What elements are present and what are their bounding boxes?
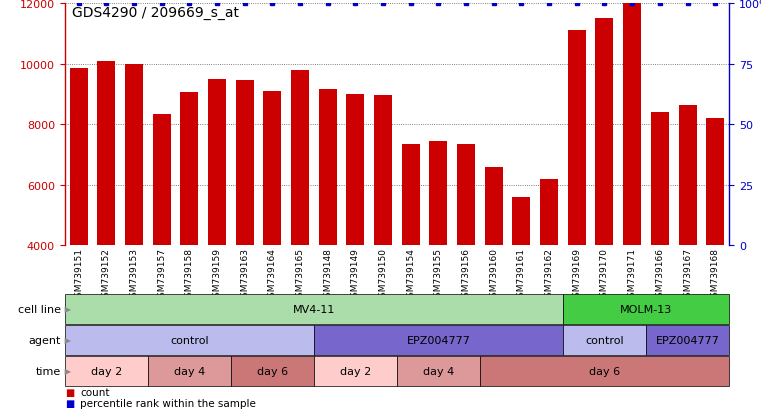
Text: time: time xyxy=(36,366,61,376)
Bar xyxy=(346,95,365,367)
Bar xyxy=(402,145,420,367)
Bar xyxy=(208,80,226,367)
Text: day 4: day 4 xyxy=(423,366,454,376)
Bar xyxy=(314,325,563,355)
Bar xyxy=(679,105,696,367)
Bar xyxy=(374,96,392,367)
Text: percentile rank within the sample: percentile rank within the sample xyxy=(80,398,256,408)
Bar xyxy=(65,294,563,324)
Text: EPZ004777: EPZ004777 xyxy=(406,335,470,345)
Bar xyxy=(568,31,586,367)
Bar xyxy=(595,19,613,367)
Bar xyxy=(263,92,282,367)
Bar xyxy=(429,142,447,367)
Bar xyxy=(563,294,729,324)
Bar xyxy=(485,167,503,367)
Bar xyxy=(236,81,253,367)
Bar xyxy=(706,119,724,367)
Text: day 6: day 6 xyxy=(589,366,620,376)
Text: MOLM-13: MOLM-13 xyxy=(620,304,672,314)
Text: ■: ■ xyxy=(65,387,74,397)
Bar xyxy=(651,113,669,367)
Bar xyxy=(180,93,199,367)
Text: ▶: ▶ xyxy=(62,305,71,313)
Bar xyxy=(540,179,558,367)
Bar xyxy=(97,62,115,367)
Text: ■: ■ xyxy=(65,398,74,408)
Text: EPZ004777: EPZ004777 xyxy=(655,335,719,345)
Bar xyxy=(623,4,642,367)
Bar xyxy=(148,356,231,386)
Bar xyxy=(480,356,729,386)
Bar xyxy=(65,325,314,355)
Bar xyxy=(646,325,729,355)
Bar xyxy=(65,356,148,386)
Bar xyxy=(512,197,530,367)
Bar xyxy=(314,356,397,386)
Text: agent: agent xyxy=(28,335,61,345)
Bar xyxy=(291,71,309,367)
Bar xyxy=(125,64,143,367)
Text: control: control xyxy=(585,335,624,345)
Text: day 2: day 2 xyxy=(339,366,371,376)
Bar xyxy=(563,325,646,355)
Text: ▶: ▶ xyxy=(62,336,71,344)
Text: ▶: ▶ xyxy=(62,367,71,375)
Text: day 2: day 2 xyxy=(91,366,122,376)
Bar xyxy=(231,356,314,386)
Text: MV4-11: MV4-11 xyxy=(293,304,335,314)
Bar xyxy=(69,69,88,367)
Text: count: count xyxy=(80,387,110,397)
Text: control: control xyxy=(170,335,209,345)
Text: GDS4290 / 209669_s_at: GDS4290 / 209669_s_at xyxy=(72,6,239,20)
Bar xyxy=(457,145,475,367)
Text: day 4: day 4 xyxy=(174,366,205,376)
Text: day 6: day 6 xyxy=(256,366,288,376)
Bar xyxy=(319,90,336,367)
Bar xyxy=(152,114,170,367)
Text: cell line: cell line xyxy=(18,304,61,314)
Bar xyxy=(397,356,480,386)
